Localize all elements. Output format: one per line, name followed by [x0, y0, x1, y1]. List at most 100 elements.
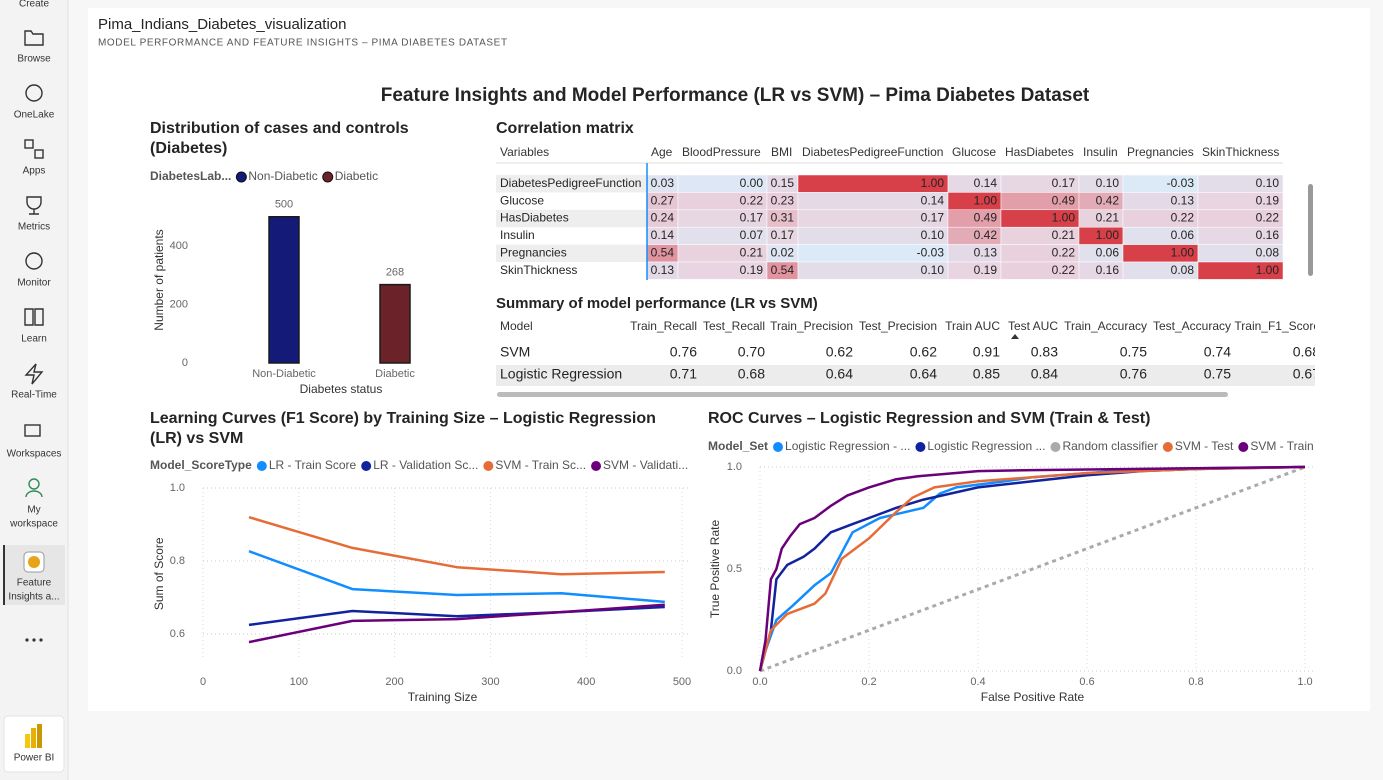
- cell-value: 0.21: [1096, 211, 1120, 225]
- row-label: SVM: [500, 344, 530, 360]
- legend-label: Logistic Regression ...: [927, 439, 1045, 453]
- column-header: Train AUC: [945, 319, 1000, 333]
- x-axis-title: False Positive Rate: [981, 690, 1085, 704]
- cell-value: 0.23: [771, 193, 795, 207]
- row-label: Pregnancies: [500, 245, 567, 259]
- legend-marker: [361, 461, 372, 471]
- nav-label: Insights a...: [8, 592, 59, 603]
- cell-value: 0.10: [1096, 176, 1120, 190]
- x-tick-label: 500: [673, 676, 691, 688]
- row-label: Insulin: [500, 228, 535, 242]
- sort-indicator: [1011, 334, 1019, 339]
- nav-label: Learn: [21, 334, 47, 345]
- cell-value: 0.84: [1031, 366, 1058, 382]
- cell-value: 0.02: [771, 245, 795, 259]
- apps-icon: [34, 149, 44, 159]
- cell-value: 0.76: [1120, 366, 1147, 382]
- cell-value: 0.76: [670, 344, 697, 360]
- scrollbar[interactable]: [497, 392, 1228, 397]
- x-tick-label: 0.2: [861, 676, 876, 688]
- cell-value: 0.16: [1096, 263, 1120, 277]
- cell-value: 0.42: [974, 228, 998, 242]
- more-icon[interactable]: [25, 638, 29, 642]
- cell-value: 0.06: [1096, 245, 1120, 259]
- more-icon[interactable]: [32, 638, 36, 642]
- line-series: [248, 550, 665, 604]
- chart-title: Distribution of cases and controls (Diab…: [150, 120, 413, 157]
- cell-value: 0.31: [771, 211, 795, 225]
- more-icon[interactable]: [39, 638, 43, 642]
- cell-value: 0.24: [651, 211, 675, 225]
- y-tick-label: 0.6: [170, 628, 185, 640]
- active-marker: [3, 545, 5, 605]
- cell-value: 0.71: [670, 366, 697, 382]
- data-label: 268: [386, 267, 404, 279]
- legend-label: Non-Diabetic: [248, 169, 317, 183]
- y-tick-label: 0.8: [170, 555, 185, 567]
- cell-value: 0.49: [974, 211, 998, 225]
- cell-value: 0.13: [974, 245, 998, 259]
- x-axis-title: Diabetes status: [300, 382, 383, 396]
- cell-value: 0.22: [1052, 245, 1076, 259]
- cell-value: 0.22: [1052, 263, 1076, 277]
- cell-value: 0.27: [651, 193, 675, 207]
- sidebar: [0, 0, 68, 780]
- row-band: [496, 244, 647, 262]
- cell-value: 0.07: [740, 228, 764, 242]
- cell-value: 0.21: [740, 245, 764, 259]
- column-header: Test AUC: [1008, 319, 1058, 333]
- legend-marker: [591, 461, 602, 471]
- legend-label: SVM - Validati...: [603, 458, 688, 472]
- legend-marker: [483, 461, 494, 471]
- line-series: [759, 465, 1306, 673]
- row-label: Logistic Regression: [500, 366, 622, 382]
- column-header: Insulin: [1083, 145, 1118, 159]
- onelake-icon: [25, 84, 43, 102]
- cell-value: 0.10: [921, 228, 945, 242]
- browse-icon: [24, 30, 44, 46]
- cell-value: 0.17: [771, 228, 795, 242]
- metrics-icon: [26, 196, 42, 215]
- legend-marker: [256, 461, 267, 471]
- column-header: SkinThickness: [1202, 145, 1279, 159]
- table-title: Summary of model performance (LR vs SVM): [496, 295, 818, 312]
- heat-cell: [1197, 261, 1284, 280]
- cell-value: 1.00: [921, 176, 945, 190]
- cell-value: 0.19: [1256, 193, 1280, 207]
- workspaces-icon: [24, 424, 41, 437]
- legend-label: SVM - Train Sc...: [495, 458, 586, 472]
- x-tick-label: 1.0: [1297, 676, 1312, 688]
- y-axis-title: Number of patients: [152, 229, 166, 330]
- column-header: Variables: [500, 145, 549, 159]
- scrollbar[interactable]: [1308, 184, 1313, 276]
- cell-value: 0.75: [1204, 366, 1231, 382]
- realtime-icon: [24, 363, 44, 385]
- row-label: Glucose: [500, 193, 544, 207]
- row-band: [496, 209, 647, 228]
- y-tick-label: 0.0: [727, 665, 742, 677]
- cell-value: 0.54: [651, 245, 675, 259]
- legend-label: LR - Validation Sc...: [373, 458, 478, 472]
- y-tick-label: 1.0: [727, 461, 742, 473]
- y-axis-title: True Positive Rate: [708, 520, 722, 619]
- y-tick-label: 1.0: [170, 482, 185, 494]
- cell-value: 1.00: [1096, 228, 1120, 242]
- legend-title: Model_ScoreType: [150, 458, 252, 472]
- row-band: [496, 365, 1315, 386]
- row-label: SkinThickness: [500, 263, 577, 277]
- cell-value: 0.14: [974, 176, 998, 190]
- nav-label: Metrics: [18, 222, 50, 233]
- line-series: [758, 465, 1306, 672]
- cell-value: 0.17: [921, 211, 945, 225]
- x-tick-label: 0.6: [1079, 676, 1094, 688]
- nav-label: Monitor: [17, 278, 51, 289]
- x-tick-label: 0.4: [970, 676, 985, 688]
- cell-value: 0.19: [974, 263, 998, 277]
- nav-label: workspace: [9, 519, 58, 530]
- chart-title: Learning Curves (F1 Score) by Training S…: [150, 410, 660, 447]
- report-icon: [28, 556, 40, 568]
- chart-title: ROC Curves – Logistic Regression and SVM…: [708, 410, 1150, 427]
- workspace-icon: [25, 490, 43, 498]
- cell-value: 0.68: [1293, 344, 1320, 360]
